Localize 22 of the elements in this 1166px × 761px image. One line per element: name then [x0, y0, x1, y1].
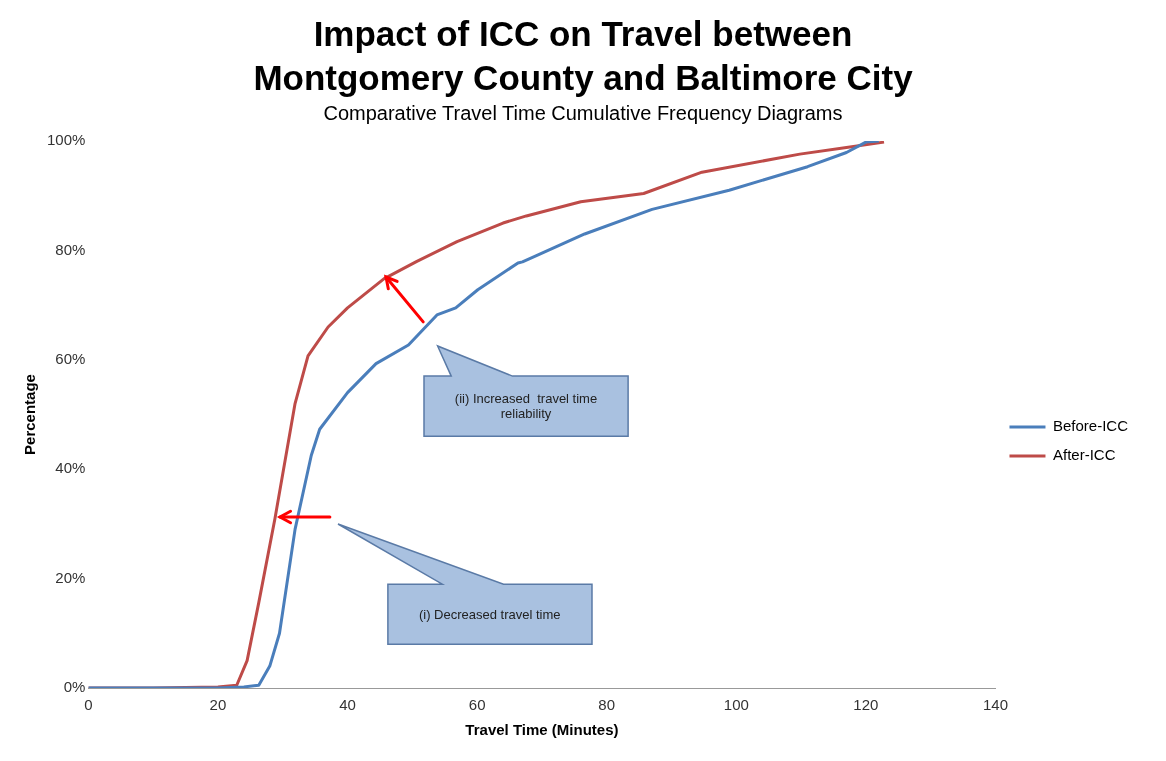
x-tick-label: 100	[723, 696, 749, 714]
x-axis-title: Travel Time (Minutes)	[465, 721, 619, 739]
y-tick-label: 60%	[55, 349, 86, 367]
y-axis-title: Percentage	[21, 374, 39, 455]
x-tick-label: 60	[468, 696, 486, 714]
y-tick-label: 80%	[55, 240, 86, 258]
x-tick-label: 80	[598, 696, 616, 714]
x-tick-label: 120	[853, 696, 879, 714]
x-tick-label: 40	[339, 696, 356, 714]
chart-subtitle: Comparative Travel Time Cumulative Frequency Diagrams	[322, 102, 844, 125]
y-tick-label: 100%	[46, 131, 86, 149]
annotation: (i) Decreased travel time	[417, 605, 562, 624]
chart-title: Impact of ICC on Travel between Montgomery County and Baltimore City	[252, 13, 914, 99]
x-tick-label: 20	[209, 696, 227, 714]
x-tick-label: 0	[84, 696, 93, 714]
y-tick-label: 40%	[55, 459, 86, 477]
y-tick-label: 0%	[63, 678, 86, 696]
y-tick-label: 20%	[55, 568, 86, 586]
legend-label: Before-ICC	[1052, 417, 1129, 435]
x-tick-label: 140	[982, 696, 1008, 714]
legend-label: After-ICC	[1052, 446, 1116, 464]
annotation: (ii) Increased travel time reliability	[453, 390, 599, 424]
